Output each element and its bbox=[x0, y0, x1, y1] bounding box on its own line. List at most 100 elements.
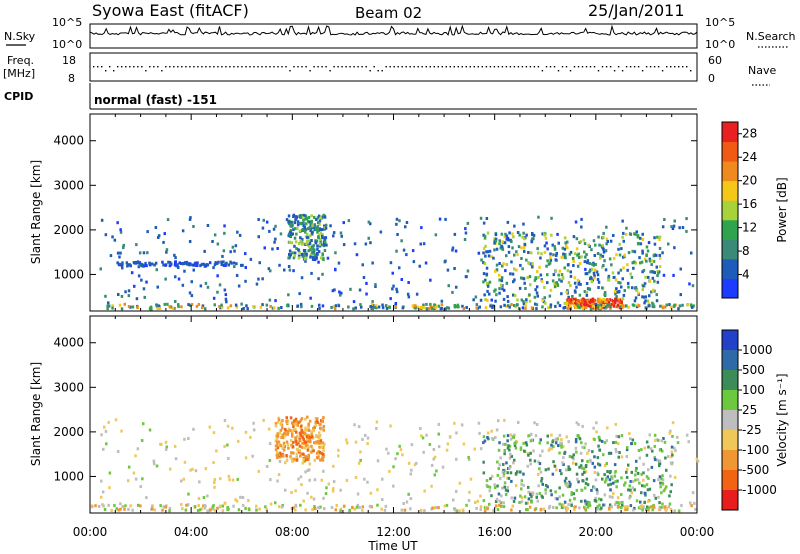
echo-cell bbox=[321, 304, 325, 308]
echo-cell bbox=[670, 305, 673, 309]
echo-cell bbox=[550, 447, 554, 451]
echo-cell bbox=[583, 242, 587, 246]
echo-cell bbox=[615, 500, 619, 504]
echo-cell bbox=[533, 278, 537, 282]
echo-cell bbox=[535, 423, 539, 426]
echo-cell bbox=[673, 246, 676, 250]
echo-cell bbox=[467, 499, 471, 502]
echo-cell bbox=[129, 305, 132, 309]
echo-cell bbox=[307, 422, 310, 426]
echo-cell bbox=[646, 299, 650, 303]
echo-cell bbox=[581, 466, 584, 470]
echo-cell bbox=[494, 233, 498, 237]
echo-cell bbox=[99, 495, 103, 499]
echo-cell bbox=[678, 304, 682, 308]
echo-cell bbox=[602, 503, 605, 507]
echo-cell bbox=[574, 297, 577, 301]
freq-dot bbox=[417, 66, 419, 68]
freq-dot bbox=[153, 66, 155, 68]
echo-cell bbox=[296, 304, 300, 308]
echo-cell bbox=[617, 247, 620, 251]
echo-cell bbox=[178, 261, 181, 265]
echo-cell bbox=[506, 220, 510, 224]
echo-cell bbox=[303, 428, 306, 432]
echo-cell bbox=[550, 493, 553, 497]
echo-cell bbox=[574, 438, 578, 441]
echo-cell bbox=[359, 450, 362, 454]
echo-cell bbox=[287, 427, 291, 431]
echo-cell bbox=[555, 254, 558, 257]
echo-cell bbox=[455, 305, 458, 309]
echo-cell bbox=[355, 253, 359, 257]
echo-cell bbox=[424, 261, 428, 265]
echo-cell bbox=[319, 228, 322, 231]
echo-cell bbox=[262, 418, 265, 422]
colorbar-swatch bbox=[722, 180, 738, 201]
echo-cell bbox=[549, 258, 553, 262]
echo-cell bbox=[235, 305, 239, 309]
echo-cell bbox=[528, 275, 532, 279]
echo-cell bbox=[359, 458, 362, 462]
echo-cell bbox=[392, 284, 395, 288]
echo-cell bbox=[565, 303, 569, 307]
echo-cell bbox=[201, 304, 205, 308]
echo-cell bbox=[241, 503, 245, 507]
echo-cell bbox=[306, 232, 309, 236]
echo-cell bbox=[432, 305, 435, 309]
echo-cell bbox=[278, 455, 282, 459]
echo-cell bbox=[493, 248, 496, 252]
freq-dot bbox=[437, 66, 439, 68]
echo-cell bbox=[276, 446, 280, 450]
echo-cell bbox=[342, 221, 345, 225]
echo-cell bbox=[625, 226, 628, 230]
echo-cell bbox=[206, 285, 210, 289]
echo-cell bbox=[130, 271, 134, 275]
echo-cell bbox=[658, 448, 662, 452]
echo-cell bbox=[213, 481, 216, 484]
echo-cell bbox=[499, 246, 502, 250]
echo-cell bbox=[663, 440, 667, 444]
echo-cell bbox=[205, 263, 208, 267]
freq-dot bbox=[269, 66, 271, 68]
echo-cell bbox=[544, 236, 548, 240]
echo-cell bbox=[615, 287, 618, 291]
echo-cell bbox=[482, 499, 486, 503]
echo-cell bbox=[362, 276, 366, 279]
echo-cell bbox=[370, 505, 373, 509]
echo-cell bbox=[696, 459, 700, 463]
echo-cell bbox=[660, 477, 663, 481]
echo-cell bbox=[550, 433, 553, 437]
echo-cell bbox=[409, 507, 412, 511]
echo-cell bbox=[593, 254, 596, 257]
echo-cell bbox=[353, 423, 356, 427]
freq-dot bbox=[225, 66, 227, 68]
echo-cell bbox=[118, 262, 121, 266]
echo-cell bbox=[662, 489, 666, 493]
freq-dot bbox=[377, 70, 379, 72]
echo-cell bbox=[118, 303, 122, 307]
echo-cell bbox=[501, 264, 504, 268]
echo-cell bbox=[605, 305, 608, 309]
echo-cell bbox=[237, 508, 241, 512]
echo-cell bbox=[658, 505, 661, 509]
echo-cell bbox=[305, 222, 308, 226]
echo-cell bbox=[319, 439, 323, 443]
echo-cell bbox=[596, 507, 600, 511]
echo-cell bbox=[604, 477, 608, 481]
echo-cell bbox=[144, 261, 147, 265]
echo-cell bbox=[504, 442, 507, 446]
echo-cell bbox=[455, 285, 458, 289]
echo-cell bbox=[299, 302, 303, 306]
freq-dot bbox=[253, 66, 255, 68]
freq-dot bbox=[493, 66, 496, 68]
echo-cell bbox=[522, 483, 525, 487]
echo-cell bbox=[317, 450, 320, 454]
echo-cell bbox=[244, 430, 248, 434]
echo-cell bbox=[231, 245, 235, 249]
echo-cell bbox=[582, 467, 586, 471]
echo-cell bbox=[322, 446, 325, 449]
echo-cell bbox=[273, 306, 276, 310]
echo-cell bbox=[319, 422, 322, 426]
echo-cell bbox=[563, 247, 567, 251]
